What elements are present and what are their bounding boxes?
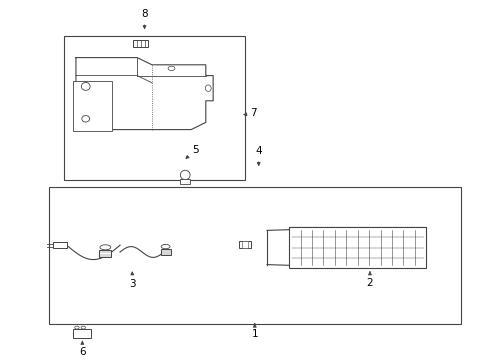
Ellipse shape — [81, 82, 90, 90]
Text: 4: 4 — [255, 146, 262, 165]
Text: 1: 1 — [251, 324, 258, 339]
Bar — [289, 227, 426, 268]
Text: 2: 2 — [367, 272, 373, 288]
Ellipse shape — [81, 326, 85, 329]
Bar — [73, 81, 112, 131]
Bar — [49, 187, 461, 324]
Ellipse shape — [82, 116, 90, 122]
Text: 8: 8 — [141, 9, 148, 28]
Text: 5: 5 — [186, 145, 198, 158]
Ellipse shape — [205, 85, 211, 91]
Bar — [53, 242, 67, 248]
Ellipse shape — [100, 245, 111, 250]
Bar — [73, 329, 91, 338]
Bar — [64, 36, 245, 180]
Bar — [161, 249, 171, 255]
Text: 6: 6 — [79, 341, 86, 357]
Bar — [242, 241, 248, 248]
Bar — [133, 40, 148, 47]
Bar — [180, 179, 190, 184]
Bar — [239, 241, 251, 248]
Ellipse shape — [161, 244, 170, 249]
Ellipse shape — [168, 66, 175, 71]
Text: 7: 7 — [244, 108, 257, 118]
Ellipse shape — [180, 170, 190, 180]
Text: 3: 3 — [129, 272, 136, 289]
Bar — [99, 250, 111, 257]
Ellipse shape — [74, 326, 79, 329]
